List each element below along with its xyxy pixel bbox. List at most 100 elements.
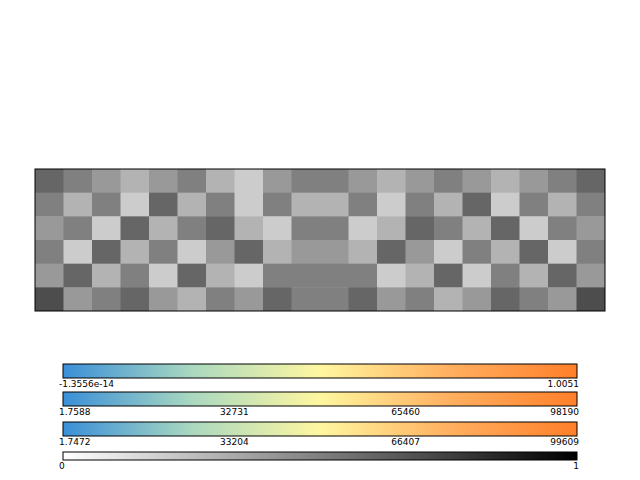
cell (434, 240, 463, 264)
cell (149, 169, 178, 193)
cell (235, 216, 264, 240)
cell (292, 216, 321, 240)
cell (577, 264, 606, 288)
cell (235, 240, 264, 264)
cell (92, 216, 121, 240)
cell (263, 169, 292, 193)
cell (64, 240, 93, 264)
cell (121, 216, 150, 240)
cell (206, 287, 235, 311)
cell (92, 240, 121, 264)
cell (35, 240, 64, 264)
cell (463, 240, 492, 264)
cell (64, 193, 93, 217)
cell (406, 240, 435, 264)
cell (463, 264, 492, 288)
cell (520, 287, 549, 311)
cell (463, 193, 492, 217)
cell (35, 216, 64, 240)
cell (149, 216, 178, 240)
cell (406, 169, 435, 193)
cell (577, 193, 606, 217)
cell (235, 287, 264, 311)
cell (178, 216, 207, 240)
cell (206, 193, 235, 217)
cell (292, 264, 321, 288)
cell (520, 216, 549, 240)
colorbar-tick-label: 65460 (391, 407, 420, 417)
cell (463, 169, 492, 193)
colorbar (63, 422, 577, 436)
cell (92, 287, 121, 311)
cell (92, 193, 121, 217)
cell (92, 169, 121, 193)
cell (349, 193, 378, 217)
cell (377, 240, 406, 264)
colorbar-tick-label: 99609 (550, 437, 579, 447)
cell (235, 169, 264, 193)
cell (263, 240, 292, 264)
cell (406, 287, 435, 311)
cell (577, 240, 606, 264)
cell (292, 169, 321, 193)
cell (434, 287, 463, 311)
cell (406, 193, 435, 217)
colorbar-tick-label: 32731 (220, 407, 249, 417)
cell (491, 264, 520, 288)
colorbar-tick-label: 66407 (391, 437, 420, 447)
cell (178, 240, 207, 264)
cell (206, 264, 235, 288)
cell (178, 264, 207, 288)
cell (548, 169, 577, 193)
cell (64, 264, 93, 288)
cell (349, 169, 378, 193)
cell (320, 169, 349, 193)
colorbar-tick-label: 1 (573, 461, 579, 471)
cell (35, 193, 64, 217)
cell (35, 169, 64, 193)
cell (434, 216, 463, 240)
cell (292, 287, 321, 311)
cell (35, 264, 64, 288)
cell (548, 193, 577, 217)
cell (491, 193, 520, 217)
colorbar-tick-label: -1.3556e-14 (59, 379, 114, 389)
field (35, 169, 605, 311)
cell (491, 287, 520, 311)
cell (292, 240, 321, 264)
figure: -1.3556e-141.00511.75883273165460981901.… (0, 0, 640, 480)
cell (178, 169, 207, 193)
cell (121, 287, 150, 311)
cell (149, 240, 178, 264)
cell (235, 264, 264, 288)
cell (463, 216, 492, 240)
cell (121, 264, 150, 288)
cell (349, 287, 378, 311)
cell (320, 240, 349, 264)
plot-frame (35, 169, 605, 311)
cell (377, 193, 406, 217)
cell (491, 216, 520, 240)
cell (178, 193, 207, 217)
cell (121, 169, 150, 193)
cell (406, 264, 435, 288)
cell (463, 287, 492, 311)
cell (520, 240, 549, 264)
cell (349, 216, 378, 240)
cell (178, 287, 207, 311)
cell (92, 264, 121, 288)
cell (349, 240, 378, 264)
cell (577, 169, 606, 193)
cell (406, 216, 435, 240)
colorbar-tick-label: 33204 (220, 437, 249, 447)
cell (377, 264, 406, 288)
cell (64, 216, 93, 240)
colorbar-tick-label: 1.7472 (59, 437, 91, 447)
cell (491, 169, 520, 193)
cell (548, 240, 577, 264)
cell (320, 193, 349, 217)
cell (206, 240, 235, 264)
cell (206, 216, 235, 240)
colorbar-tick-label: 1.7588 (59, 407, 91, 417)
cell (320, 287, 349, 311)
